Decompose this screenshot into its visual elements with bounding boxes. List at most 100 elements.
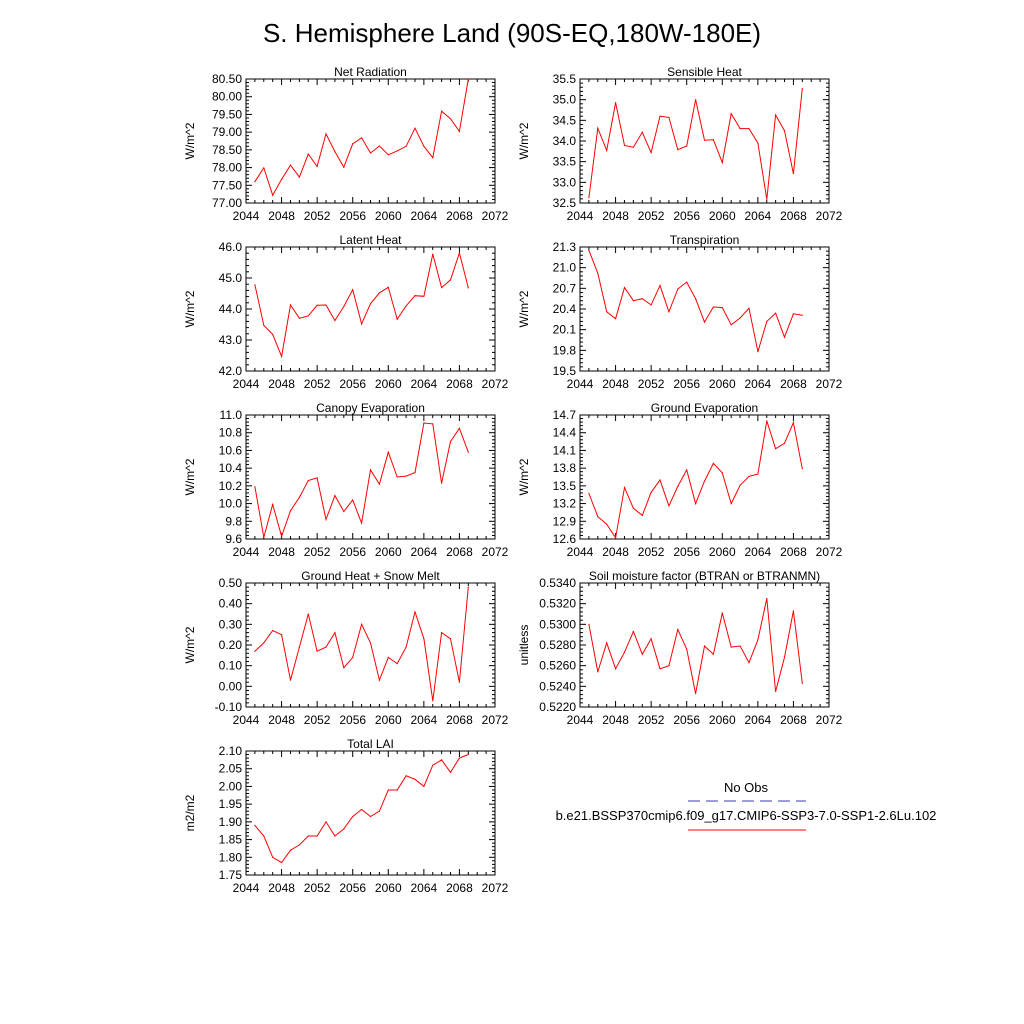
data-point xyxy=(343,166,345,168)
panel-title: Canopy Evaporation xyxy=(316,401,425,415)
x-tick-label: 2048 xyxy=(602,209,629,223)
y-tick-label: 42.0 xyxy=(219,364,243,378)
x-tick-label: 2072 xyxy=(816,713,843,727)
data-point xyxy=(316,304,318,306)
data-point xyxy=(650,151,652,154)
y-tick-label: 0.5220 xyxy=(539,700,576,714)
series-line-net-radiation xyxy=(254,78,469,197)
data-point xyxy=(668,665,670,667)
data-point xyxy=(289,679,292,681)
data-point xyxy=(423,295,425,297)
data-point xyxy=(757,142,759,144)
data-point xyxy=(378,679,380,681)
x-tick-label: 2064 xyxy=(745,377,772,391)
data-point xyxy=(792,422,795,424)
data-point xyxy=(650,638,652,640)
data-point xyxy=(396,476,398,478)
y-tick-label: 79.00 xyxy=(212,125,242,139)
y-tick-label: 79.50 xyxy=(212,107,242,121)
y-tick-label: 2.10 xyxy=(219,744,243,758)
data-point xyxy=(352,656,354,659)
data-point xyxy=(414,471,416,474)
legend: No Obs b.e21.BSSP370cmip6.f09_g17.CMIP6-… xyxy=(556,780,936,831)
y-tick-label: 0.50 xyxy=(219,576,243,590)
y-tick-label: 0.5280 xyxy=(539,638,576,652)
y-tick-label: 21.0 xyxy=(553,261,577,275)
x-tick-label: 2044 xyxy=(567,713,594,727)
y-axis-label: W/m^2 xyxy=(517,290,531,327)
x-tick-label: 2060 xyxy=(375,713,402,727)
data-point xyxy=(369,303,372,305)
data-point xyxy=(387,286,389,288)
data-point xyxy=(316,165,318,168)
x-tick-label: 2060 xyxy=(375,209,402,223)
x-tick-label: 2052 xyxy=(304,881,331,895)
data-point xyxy=(352,499,354,501)
x-tick-label: 2068 xyxy=(446,377,473,391)
data-point xyxy=(378,810,380,812)
data-point xyxy=(632,630,634,633)
y-tick-label: 0.5300 xyxy=(539,617,576,631)
y-tick-label: 0.30 xyxy=(219,617,243,631)
data-point xyxy=(588,249,590,252)
panel-canopy-evaporation: Canopy Evaporation 2044 2048 2052 2056 2060 20… xyxy=(183,401,509,559)
y-tick-label: 34.5 xyxy=(553,113,577,127)
data-point xyxy=(423,785,425,788)
data-point xyxy=(334,319,336,322)
x-tick-label: 2048 xyxy=(268,377,295,391)
data-point xyxy=(307,835,309,837)
data-point xyxy=(441,287,443,289)
x-tick-label: 2052 xyxy=(638,209,665,223)
data-point xyxy=(254,824,256,827)
data-point xyxy=(641,653,643,655)
plot-frame xyxy=(579,246,830,372)
data-point xyxy=(766,320,768,322)
data-point xyxy=(432,157,434,159)
data-point xyxy=(280,355,283,358)
data-point xyxy=(369,152,372,154)
legend-obs-label: No Obs xyxy=(724,780,769,795)
y-tick-label: 10.4 xyxy=(219,461,243,475)
plot-frame xyxy=(245,78,496,204)
data-point xyxy=(343,828,345,830)
x-tick-label: 2068 xyxy=(780,545,807,559)
y-tick-label: 45.0 xyxy=(219,271,243,285)
data-point xyxy=(289,304,292,306)
y-tick-label: 78.00 xyxy=(212,161,242,175)
x-tick-label: 2044 xyxy=(233,377,260,391)
data-point xyxy=(307,315,309,317)
data-point xyxy=(343,305,345,308)
data-point xyxy=(757,351,759,353)
series-line-transpiration xyxy=(588,250,803,352)
data-point xyxy=(757,639,759,641)
data-point xyxy=(325,821,327,823)
x-tick-label: 2064 xyxy=(411,377,438,391)
data-point xyxy=(405,145,407,147)
data-point xyxy=(623,144,626,147)
data-point xyxy=(263,642,265,644)
data-point xyxy=(677,485,679,488)
data-point xyxy=(369,815,372,818)
panel-title: Total LAI xyxy=(347,737,394,751)
x-tick-label: 2060 xyxy=(375,881,402,895)
y-tick-label: 21.3 xyxy=(553,240,577,254)
x-tick-label: 2068 xyxy=(780,377,807,391)
y-tick-label: 32.5 xyxy=(553,196,577,210)
data-point xyxy=(686,469,688,471)
y-tick-label: 14.1 xyxy=(553,443,577,457)
data-point xyxy=(783,656,786,659)
data-point xyxy=(396,789,398,791)
data-point xyxy=(801,682,803,684)
data-point xyxy=(387,789,389,791)
data-point xyxy=(361,623,363,625)
data-point xyxy=(289,164,292,166)
y-tick-label: -0.10 xyxy=(215,700,243,714)
data-point xyxy=(748,307,750,309)
data-point xyxy=(739,128,741,130)
y-axis-label: W/m^2 xyxy=(517,458,531,495)
y-tick-label: 12.6 xyxy=(553,532,577,546)
data-point xyxy=(396,318,398,320)
data-point xyxy=(387,656,389,659)
data-point xyxy=(650,304,652,306)
panel-title: Latent Heat xyxy=(339,233,402,247)
